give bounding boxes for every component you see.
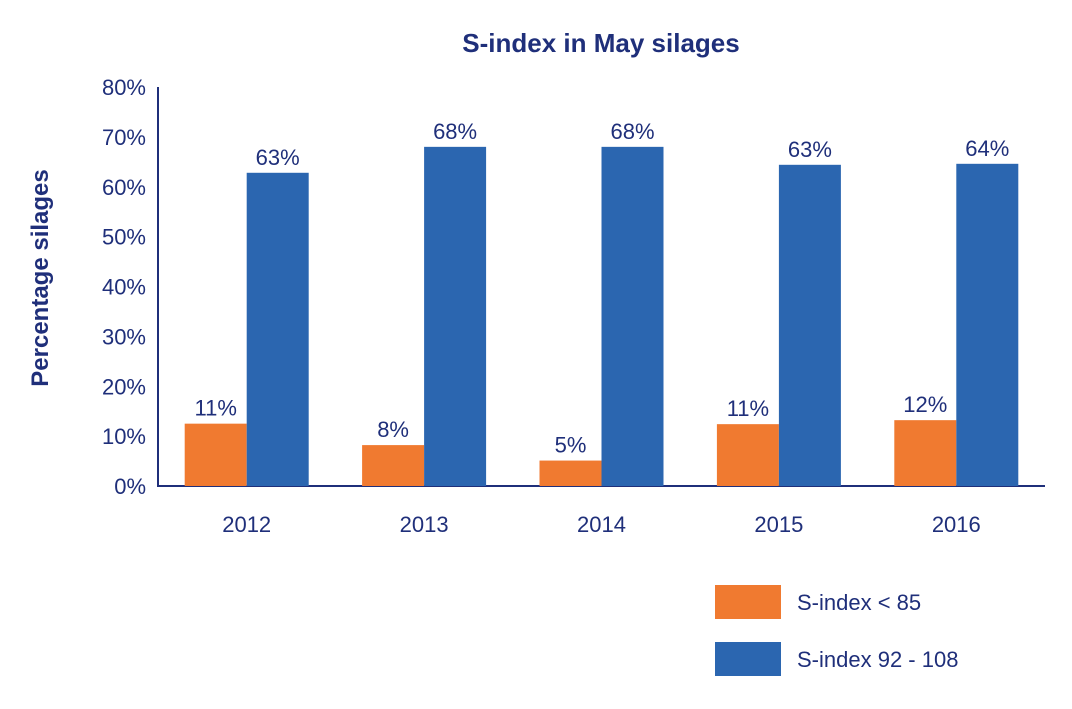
x-axis-categories: 2012 2013 2014 2015 2016: [222, 512, 981, 537]
legend: S-index < 85 S-index 92 - 108: [715, 585, 958, 676]
bar: [184, 423, 247, 486]
legend-swatch: [715, 585, 781, 619]
bar: [894, 420, 957, 486]
y-tick-label: 80%: [102, 75, 146, 100]
x-tick-label: 2014: [577, 512, 626, 537]
data-label: 5%: [555, 433, 587, 458]
y-axis-ticks: 0% 10% 20% 30% 40% 50% 60% 70% 80%: [102, 75, 146, 499]
bar: [539, 460, 602, 486]
bars: [184, 146, 1019, 486]
data-label: 68%: [610, 119, 654, 144]
legend-swatch: [715, 642, 781, 676]
data-label: 8%: [377, 417, 409, 442]
data-label: 11%: [194, 396, 236, 421]
y-tick-label: 10%: [102, 424, 146, 449]
y-tick-label: 30%: [102, 324, 146, 349]
data-labels: 11% 63% 8% 68% 5% 68% 11% 63% 12% 64%: [194, 119, 1009, 458]
y-tick-label: 0%: [114, 474, 146, 499]
data-label: 68%: [433, 119, 477, 144]
bar: [601, 146, 664, 486]
chart-title: S-index in May silages: [462, 28, 739, 58]
x-tick-label: 2015: [754, 512, 803, 537]
legend-label: S-index 92 - 108: [797, 647, 958, 672]
bar: [956, 163, 1019, 486]
bar: [246, 172, 309, 486]
data-label: 63%: [256, 145, 300, 170]
data-label: 63%: [788, 137, 832, 162]
data-label: 11%: [727, 396, 769, 421]
y-tick-label: 40%: [102, 275, 146, 300]
y-tick-label: 20%: [102, 374, 146, 399]
bar: [424, 146, 487, 486]
x-tick-label: 2012: [222, 512, 271, 537]
x-tick-label: 2013: [400, 512, 449, 537]
bar: [362, 445, 425, 486]
bar: [778, 164, 841, 486]
y-axis-label: Percentage silages: [27, 169, 54, 386]
y-tick-label: 60%: [102, 175, 146, 200]
y-tick-label: 70%: [102, 125, 146, 150]
legend-label: S-index < 85: [797, 590, 921, 615]
y-tick-label: 50%: [102, 225, 146, 250]
bar: [716, 424, 779, 486]
data-label: 12%: [903, 392, 947, 417]
x-tick-label: 2016: [932, 512, 981, 537]
data-label: 64%: [965, 136, 1009, 161]
